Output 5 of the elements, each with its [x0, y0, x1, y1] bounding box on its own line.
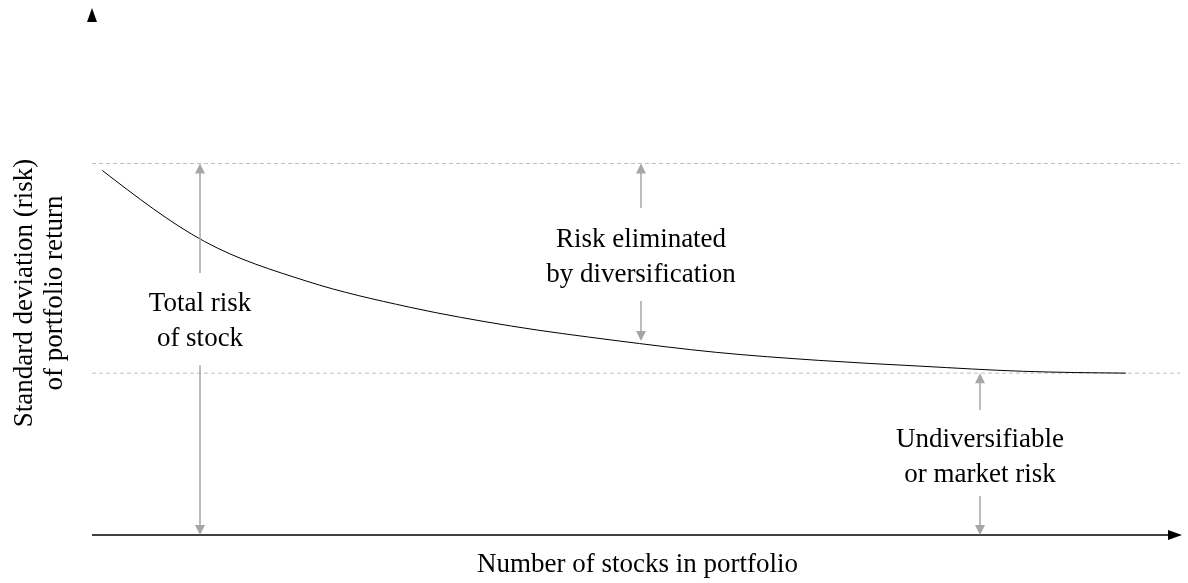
y-axis-title: Standard deviation (risk) of portfolio return: [8, 157, 68, 430]
annotation: Risk eliminated by diversification: [546, 222, 736, 290]
x-axis-title: Number of stocks in portfolio: [476, 548, 799, 578]
annotation: Total risk of stock: [147, 286, 253, 354]
annotation: Undiversifiable or market risk: [895, 422, 1065, 490]
